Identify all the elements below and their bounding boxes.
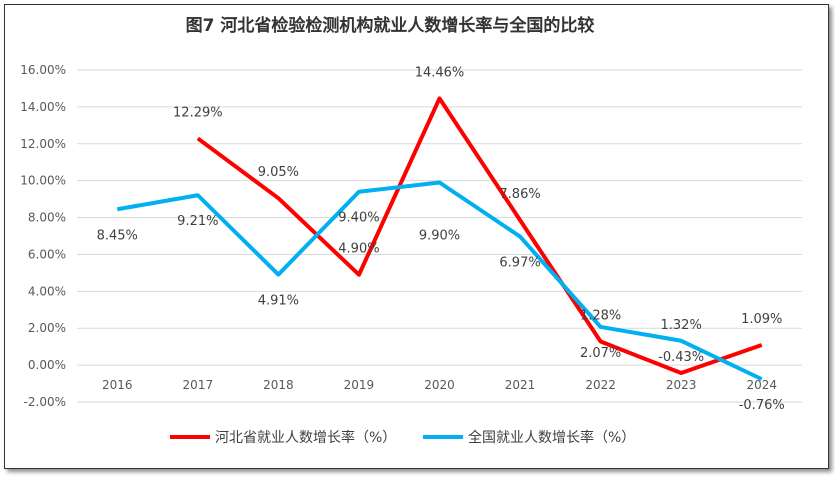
x-tick-label: 2017 bbox=[183, 378, 214, 392]
x-tick-label: 2024 bbox=[746, 378, 777, 392]
data-label: 9.40% bbox=[338, 211, 379, 226]
data-label: -0.43% bbox=[658, 350, 704, 365]
data-label: 6.97% bbox=[499, 256, 540, 271]
data-label: 8.45% bbox=[97, 228, 138, 243]
x-tick-label: 2021 bbox=[505, 378, 536, 392]
data-label: 1.28% bbox=[580, 309, 621, 324]
y-tick-label: 10.00% bbox=[20, 174, 66, 188]
data-label: 12.29% bbox=[173, 105, 223, 120]
y-tick-label: -2.00% bbox=[24, 395, 66, 409]
y-tick-label: 8.00% bbox=[28, 211, 66, 225]
x-tick-label: 2018 bbox=[263, 378, 294, 392]
data-label: 1.32% bbox=[661, 318, 702, 333]
y-tick-label: 0.00% bbox=[28, 358, 66, 372]
data-label: 9.90% bbox=[419, 229, 460, 244]
chart-title: 图7 河北省检验检测机构就业人数增长率与全国的比较 bbox=[186, 15, 595, 36]
data-label: 9.21% bbox=[177, 214, 218, 229]
x-tick-label: 2020 bbox=[424, 378, 455, 392]
data-label: 7.86% bbox=[499, 187, 540, 202]
data-label: 4.91% bbox=[258, 294, 299, 309]
data-label: 1.09% bbox=[741, 312, 782, 327]
y-tick-label: 14.00% bbox=[20, 100, 66, 114]
y-tick-label: 2.00% bbox=[28, 321, 66, 335]
data-label: -0.76% bbox=[739, 398, 785, 413]
x-tick-label: 2016 bbox=[102, 378, 133, 392]
legend-label: 河北省就业人数增长率（%） bbox=[215, 429, 396, 446]
x-tick-label: 2022 bbox=[585, 378, 616, 392]
chart-frame bbox=[4, 4, 829, 469]
legend-label: 全国就业人数增长率（%） bbox=[468, 429, 635, 446]
y-tick-label: 12.00% bbox=[20, 137, 66, 151]
series-line-0 bbox=[196, 96, 763, 376]
data-label: 9.05% bbox=[258, 165, 299, 180]
y-tick-label: 4.00% bbox=[28, 284, 66, 298]
x-tick-label: 2019 bbox=[344, 378, 375, 392]
y-tick-label: 16.00% bbox=[20, 63, 66, 77]
data-label: 4.90% bbox=[338, 242, 379, 257]
data-label: 2.07% bbox=[580, 346, 621, 361]
x-tick-label: 2023 bbox=[666, 378, 697, 392]
y-tick-label: 6.00% bbox=[28, 247, 66, 261]
data-label: 14.46% bbox=[415, 65, 465, 80]
